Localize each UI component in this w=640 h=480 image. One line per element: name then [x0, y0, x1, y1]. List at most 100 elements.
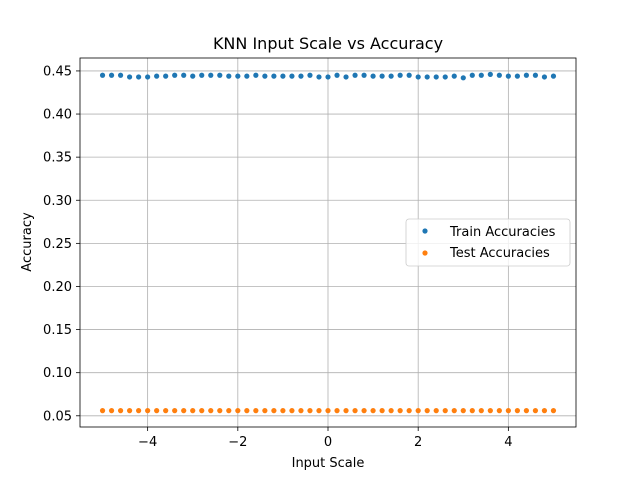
- data-point-test: [271, 408, 277, 414]
- data-point-train: [190, 73, 196, 79]
- data-point-train: [307, 72, 313, 78]
- data-point-test: [460, 408, 466, 414]
- y-tick-label: 0.20: [43, 280, 72, 295]
- data-point-train: [181, 72, 187, 78]
- data-point-train: [442, 74, 448, 80]
- y-tick-label: 0.35: [43, 151, 72, 166]
- data-point-test: [154, 408, 160, 414]
- x-tick-label: −2: [228, 435, 247, 450]
- data-point-train: [271, 73, 277, 79]
- data-point-test: [226, 408, 232, 414]
- data-point-test: [361, 408, 367, 414]
- data-point-test: [478, 408, 484, 414]
- data-point-test: [541, 408, 548, 414]
- data-point-train: [532, 72, 539, 78]
- data-point-train: [226, 73, 232, 79]
- y-axis-label: Accuracy: [20, 212, 35, 272]
- data-point-test: [298, 408, 304, 414]
- data-point-train: [334, 72, 340, 78]
- data-point-test: [145, 408, 151, 414]
- data-point-test: [397, 408, 403, 414]
- data-point-train: [523, 72, 530, 78]
- data-point-test: [505, 408, 511, 414]
- data-point-train: [388, 73, 394, 79]
- data-point-test: [99, 408, 106, 414]
- data-point-train: [117, 72, 124, 78]
- data-point-test: [442, 408, 448, 414]
- x-tick-label: 0: [324, 435, 332, 450]
- data-point-train: [379, 73, 385, 79]
- data-point-train: [217, 72, 223, 78]
- data-point-test: [163, 408, 169, 414]
- data-point-train: [163, 73, 169, 79]
- data-point-train: [487, 71, 493, 77]
- data-point-test: [352, 408, 358, 414]
- y-tick-label: 0.15: [43, 323, 72, 338]
- data-point-train: [343, 74, 349, 80]
- data-point-test: [496, 408, 502, 414]
- data-point-test: [262, 408, 268, 414]
- data-point-train: [415, 74, 421, 80]
- data-point-test: [172, 408, 178, 414]
- data-point-train: [298, 73, 304, 79]
- data-point-train: [154, 73, 160, 79]
- data-point-train: [99, 72, 106, 78]
- data-point-train: [108, 72, 115, 78]
- y-tick-label: 0.40: [43, 108, 72, 123]
- data-point-test: [199, 408, 205, 414]
- y-axis-ticks: 0.05 0.10 0.15 0.20 0.25 0.30 0.35 0.40 0.45: [43, 64, 80, 424]
- data-point-train: [208, 72, 214, 78]
- data-point-train: [253, 72, 259, 78]
- data-point-train: [127, 74, 133, 80]
- data-point-train: [325, 74, 331, 80]
- data-point-train: [424, 74, 430, 80]
- data-point-test: [469, 408, 475, 414]
- chart-title: KNN Input Scale vs Accuracy: [213, 34, 443, 53]
- x-axis-label: Input Scale: [292, 456, 365, 471]
- data-point-train: [136, 74, 142, 80]
- data-point-train: [316, 74, 322, 80]
- data-point-train: [406, 72, 412, 78]
- legend-marker-test: [422, 250, 428, 256]
- legend-label-train: Train Accuracies: [449, 225, 556, 240]
- data-point-test: [343, 408, 349, 414]
- data-point-test: [127, 408, 133, 414]
- data-point-train: [235, 73, 241, 79]
- data-point-train: [433, 74, 439, 80]
- data-point-test: [451, 408, 457, 414]
- data-point-train: [505, 73, 511, 79]
- data-point-train: [469, 72, 475, 78]
- data-point-test: [217, 408, 223, 414]
- data-point-test: [208, 408, 214, 414]
- data-point-test: [388, 408, 394, 414]
- data-point-test: [523, 408, 530, 414]
- data-point-train: [172, 72, 178, 78]
- data-point-test: [280, 408, 286, 414]
- y-tick-label: 0.30: [43, 194, 72, 209]
- data-point-test: [190, 408, 196, 414]
- y-tick-label: 0.10: [43, 366, 72, 381]
- data-point-train: [244, 73, 250, 79]
- data-point-test: [117, 408, 124, 414]
- data-point-test: [514, 408, 520, 414]
- data-point-train: [145, 74, 151, 80]
- y-tick-label: 0.05: [43, 409, 72, 424]
- data-point-train: [550, 73, 557, 79]
- data-point-train: [370, 73, 376, 79]
- x-tick-label: 2: [414, 435, 422, 450]
- data-point-test: [108, 408, 115, 414]
- x-axis-ticks: −4 −2 0 2 4: [138, 427, 513, 450]
- data-point-train: [361, 72, 367, 78]
- data-point-test: [370, 408, 376, 414]
- y-tick-label: 0.45: [43, 64, 72, 79]
- data-point-train: [397, 72, 403, 78]
- data-point-test: [424, 408, 430, 414]
- x-tick-label: 4: [504, 435, 512, 450]
- data-point-train: [478, 72, 484, 78]
- data-point-test: [379, 408, 385, 414]
- data-point-test: [487, 408, 493, 414]
- legend-box: [405, 218, 571, 267]
- legend: Train Accuracies Test Accuracies: [405, 218, 571, 267]
- data-point-train: [352, 72, 358, 78]
